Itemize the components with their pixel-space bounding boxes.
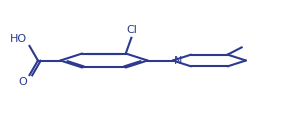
Text: HO: HO (10, 34, 27, 44)
Text: O: O (18, 77, 27, 87)
Text: Cl: Cl (126, 25, 137, 35)
Text: N: N (174, 56, 183, 65)
